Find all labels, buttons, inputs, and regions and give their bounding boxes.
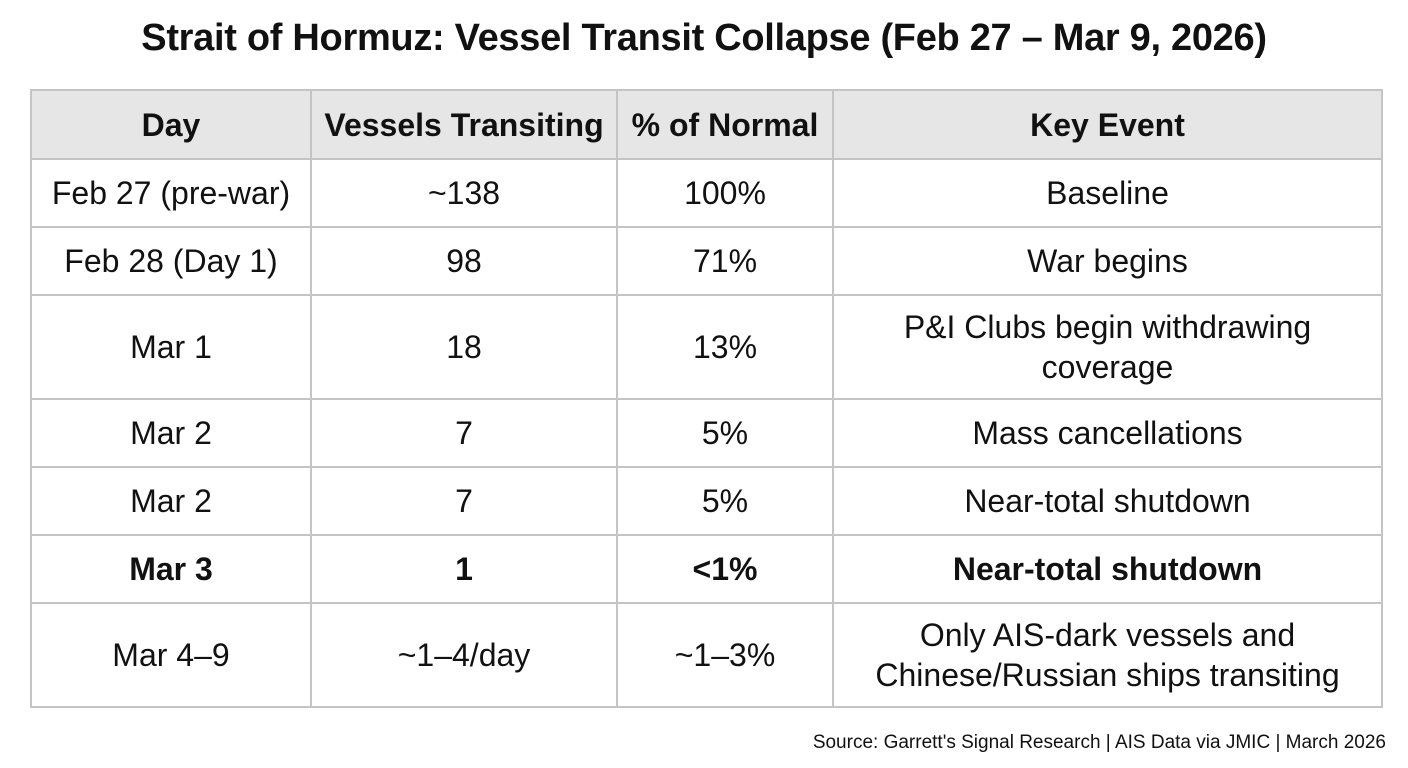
cell-day: Mar 2: [30, 398, 312, 468]
table-row: Feb 27 (pre-war) ~138 100% Baseline: [30, 158, 1383, 228]
cell-day: Mar 2: [30, 466, 312, 536]
source-caption: Source: Garrett's Signal Research | AIS …: [812, 732, 1386, 753]
cell-percent: 5%: [616, 398, 834, 468]
cell-day: Mar 1: [30, 294, 312, 400]
cell-vessels: 98: [310, 226, 618, 296]
cell-percent: <1%: [616, 534, 834, 604]
cell-event: Only AIS-dark vessels and Chinese/Russia…: [832, 602, 1383, 708]
cell-event: Near-total shutdown: [832, 466, 1383, 536]
cell-vessels: 18: [310, 294, 618, 400]
table-row: Feb 28 (Day 1) 98 71% War begins: [30, 226, 1383, 296]
table-header-row: Day Vessels Transiting % of Normal Key E…: [30, 89, 1383, 160]
cell-event: Mass cancellations: [832, 398, 1383, 468]
table-row: Mar 4–9 ~1–4/day ~1–3% Only AIS-dark ves…: [30, 602, 1383, 708]
cell-event: Baseline: [832, 158, 1383, 228]
table-row: Mar 2 7 5% Near-total shutdown: [30, 466, 1383, 536]
page-title: Strait of Hormuz: Vessel Transit Collaps…: [141, 17, 1267, 59]
cell-day: Feb 27 (pre-war): [30, 158, 312, 228]
column-header-percent-of-normal: % of Normal: [616, 89, 834, 160]
column-header-day: Day: [30, 89, 312, 160]
cell-vessels: 7: [310, 466, 618, 536]
cell-percent: 100%: [616, 158, 834, 228]
cell-percent: 5%: [616, 466, 834, 536]
cell-vessels: 7: [310, 398, 618, 468]
column-header-key-event: Key Event: [832, 89, 1383, 160]
cell-percent: 71%: [616, 226, 834, 296]
table-row-highlighted: Mar 3 1 <1% Near-total shutdown: [30, 534, 1383, 604]
cell-percent: 13%: [616, 294, 834, 400]
cell-event: War begins: [832, 226, 1383, 296]
cell-vessels: ~138: [310, 158, 618, 228]
cell-event: Near-total shutdown: [832, 534, 1383, 604]
cell-day: Mar 4–9: [30, 602, 312, 708]
table-row: Mar 2 7 5% Mass cancellations: [30, 398, 1383, 468]
cell-event: P&I Clubs begin withdrawing coverage: [832, 294, 1383, 400]
cell-percent: ~1–3%: [616, 602, 834, 708]
vessel-transit-table: Day Vessels Transiting % of Normal Key E…: [30, 89, 1383, 708]
cell-day: Mar 3: [30, 534, 312, 604]
cell-vessels: ~1–4/day: [310, 602, 618, 708]
cell-day: Feb 28 (Day 1): [30, 226, 312, 296]
table-row: Mar 1 18 13% P&I Clubs begin withdrawing…: [30, 294, 1383, 400]
column-header-vessels-transiting: Vessels Transiting: [310, 89, 618, 160]
cell-vessels: 1: [310, 534, 618, 604]
